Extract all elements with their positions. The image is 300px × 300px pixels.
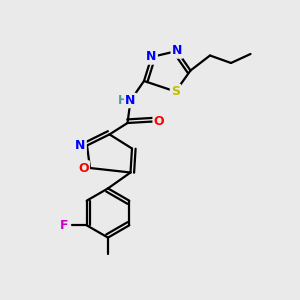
Text: N: N xyxy=(125,94,136,107)
Text: N: N xyxy=(146,50,157,64)
Text: S: S xyxy=(171,85,180,98)
Text: F: F xyxy=(60,219,68,232)
Text: O: O xyxy=(78,161,89,175)
Text: N: N xyxy=(75,139,85,152)
Text: O: O xyxy=(154,115,164,128)
Text: H: H xyxy=(118,94,128,107)
Text: N: N xyxy=(172,44,182,58)
